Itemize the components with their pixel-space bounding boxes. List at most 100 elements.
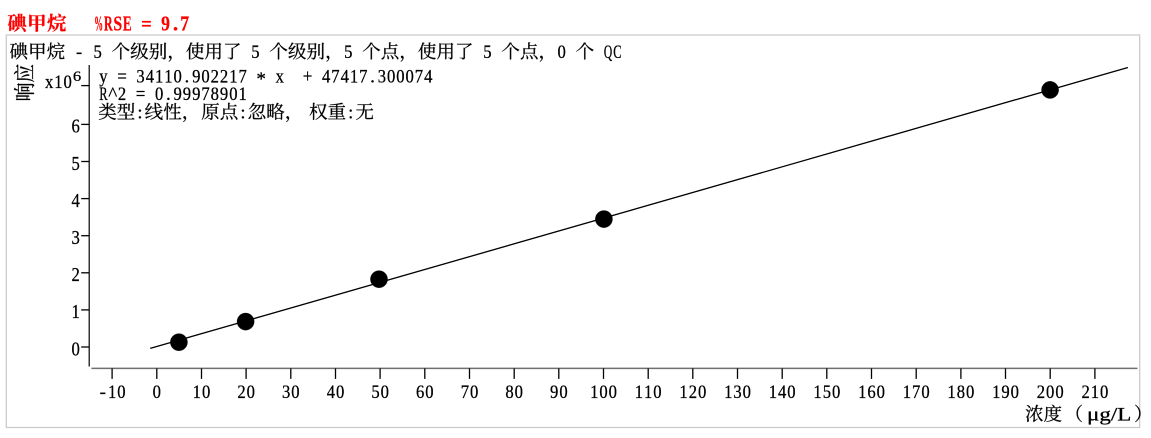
svg-text:0: 0 [1055, 382, 1063, 403]
svg-text:0: 0 [247, 382, 255, 403]
svg-text:3: 3 [136, 66, 144, 87]
svg-text:1: 1 [679, 382, 687, 403]
svg-text:2: 2 [118, 84, 126, 105]
svg-text:1: 1 [858, 382, 866, 403]
svg-text:0: 0 [1046, 382, 1054, 403]
svg-text:.: . [370, 66, 375, 87]
svg-text:9: 9 [174, 84, 182, 105]
svg-text:μg/L: μg/L [1087, 405, 1131, 426]
svg-text:4: 4 [322, 66, 331, 87]
svg-text:7: 7 [201, 84, 210, 105]
svg-text:0: 0 [1011, 382, 1019, 403]
svg-text:6: 6 [73, 69, 82, 85]
svg-text:5: 5 [823, 382, 831, 403]
svg-text:C: C [613, 42, 621, 63]
svg-text:0: 0 [229, 84, 237, 105]
svg-text:6: 6 [72, 117, 80, 138]
svg-text:7: 7 [238, 66, 247, 87]
svg-text:1: 1 [350, 66, 358, 87]
svg-text:5: 5 [94, 42, 102, 63]
svg-text:3: 3 [733, 382, 741, 403]
svg-text:R: R [99, 84, 107, 105]
svg-text:.: . [173, 12, 178, 36]
svg-text:9: 9 [183, 84, 191, 105]
svg-text:1: 1 [903, 382, 911, 403]
svg-text:7: 7 [912, 382, 921, 403]
svg-text:6: 6 [416, 382, 425, 403]
svg-text:0: 0 [336, 382, 344, 403]
svg-text:3: 3 [282, 382, 290, 403]
svg-text:7: 7 [359, 66, 368, 87]
svg-text:5: 5 [371, 382, 379, 403]
svg-text:1: 1 [1091, 382, 1099, 403]
svg-text:1: 1 [238, 84, 246, 105]
svg-text:5: 5 [251, 42, 259, 63]
svg-text:0: 0 [291, 382, 299, 403]
svg-text:0: 0 [609, 382, 617, 403]
svg-text:E: E [123, 12, 132, 36]
svg-text:0: 0 [1100, 382, 1108, 403]
svg-text:0: 0 [470, 382, 478, 403]
svg-text:1: 1 [164, 66, 172, 87]
svg-text:1: 1 [590, 382, 598, 403]
svg-text:2: 2 [1037, 382, 1045, 403]
svg-text:4: 4 [341, 66, 350, 87]
svg-text:0: 0 [515, 382, 523, 403]
svg-text:2: 2 [220, 66, 228, 87]
svg-text:1: 1 [108, 382, 116, 403]
svg-text:0: 0 [153, 382, 161, 403]
svg-text:2: 2 [237, 382, 245, 403]
svg-text:3: 3 [378, 66, 386, 87]
svg-text::: : [348, 102, 353, 123]
svg-text:0: 0 [396, 66, 404, 87]
svg-text:9: 9 [220, 84, 228, 105]
svg-text:*: * [256, 69, 266, 90]
svg-text:-: - [100, 382, 106, 403]
svg-text:4: 4 [778, 382, 787, 403]
svg-text:9: 9 [1001, 382, 1009, 403]
svg-text:4: 4 [327, 382, 336, 403]
svg-text:1: 1 [947, 382, 955, 403]
svg-text:4: 4 [424, 66, 433, 87]
svg-text:5: 5 [483, 42, 491, 63]
svg-text:9: 9 [161, 12, 170, 36]
svg-text:+: + [303, 66, 313, 87]
svg-text:1: 1 [635, 382, 643, 403]
svg-text:0: 0 [558, 42, 566, 63]
svg-text:7: 7 [331, 66, 340, 87]
svg-text:8: 8 [505, 382, 513, 403]
svg-text::: : [137, 102, 142, 123]
svg-text:9: 9 [192, 66, 200, 87]
svg-text:2: 2 [1081, 382, 1089, 403]
svg-text:0: 0 [559, 382, 567, 403]
svg-text:4: 4 [146, 66, 155, 87]
svg-text:4: 4 [72, 191, 80, 212]
svg-text:7: 7 [415, 66, 424, 87]
svg-text:5: 5 [72, 154, 80, 175]
svg-text:0: 0 [201, 66, 209, 87]
svg-text:1: 1 [54, 72, 62, 93]
svg-text:5: 5 [344, 42, 352, 63]
svg-text:y: y [99, 66, 108, 87]
svg-text:1: 1 [229, 66, 237, 87]
svg-text:.: . [185, 66, 190, 87]
svg-text:0: 0 [387, 66, 395, 87]
svg-text:0: 0 [117, 382, 125, 403]
svg-text:1: 1 [992, 382, 1000, 403]
svg-text:x: x [45, 72, 54, 93]
svg-text:=: = [117, 66, 127, 87]
svg-text::: : [240, 102, 245, 123]
svg-text:R: R [104, 12, 113, 36]
svg-text:0: 0 [155, 84, 163, 105]
svg-text:-: - [76, 42, 82, 63]
svg-text:0: 0 [599, 382, 607, 403]
svg-text:7: 7 [461, 382, 470, 403]
svg-text:0: 0 [787, 382, 795, 403]
svg-text:%: % [94, 12, 103, 36]
svg-text:7: 7 [180, 12, 189, 36]
svg-text:9: 9 [192, 84, 200, 105]
svg-text:0: 0 [743, 382, 751, 403]
svg-text:2: 2 [72, 265, 80, 286]
svg-text:1: 1 [72, 302, 80, 323]
svg-text:0: 0 [425, 382, 433, 403]
